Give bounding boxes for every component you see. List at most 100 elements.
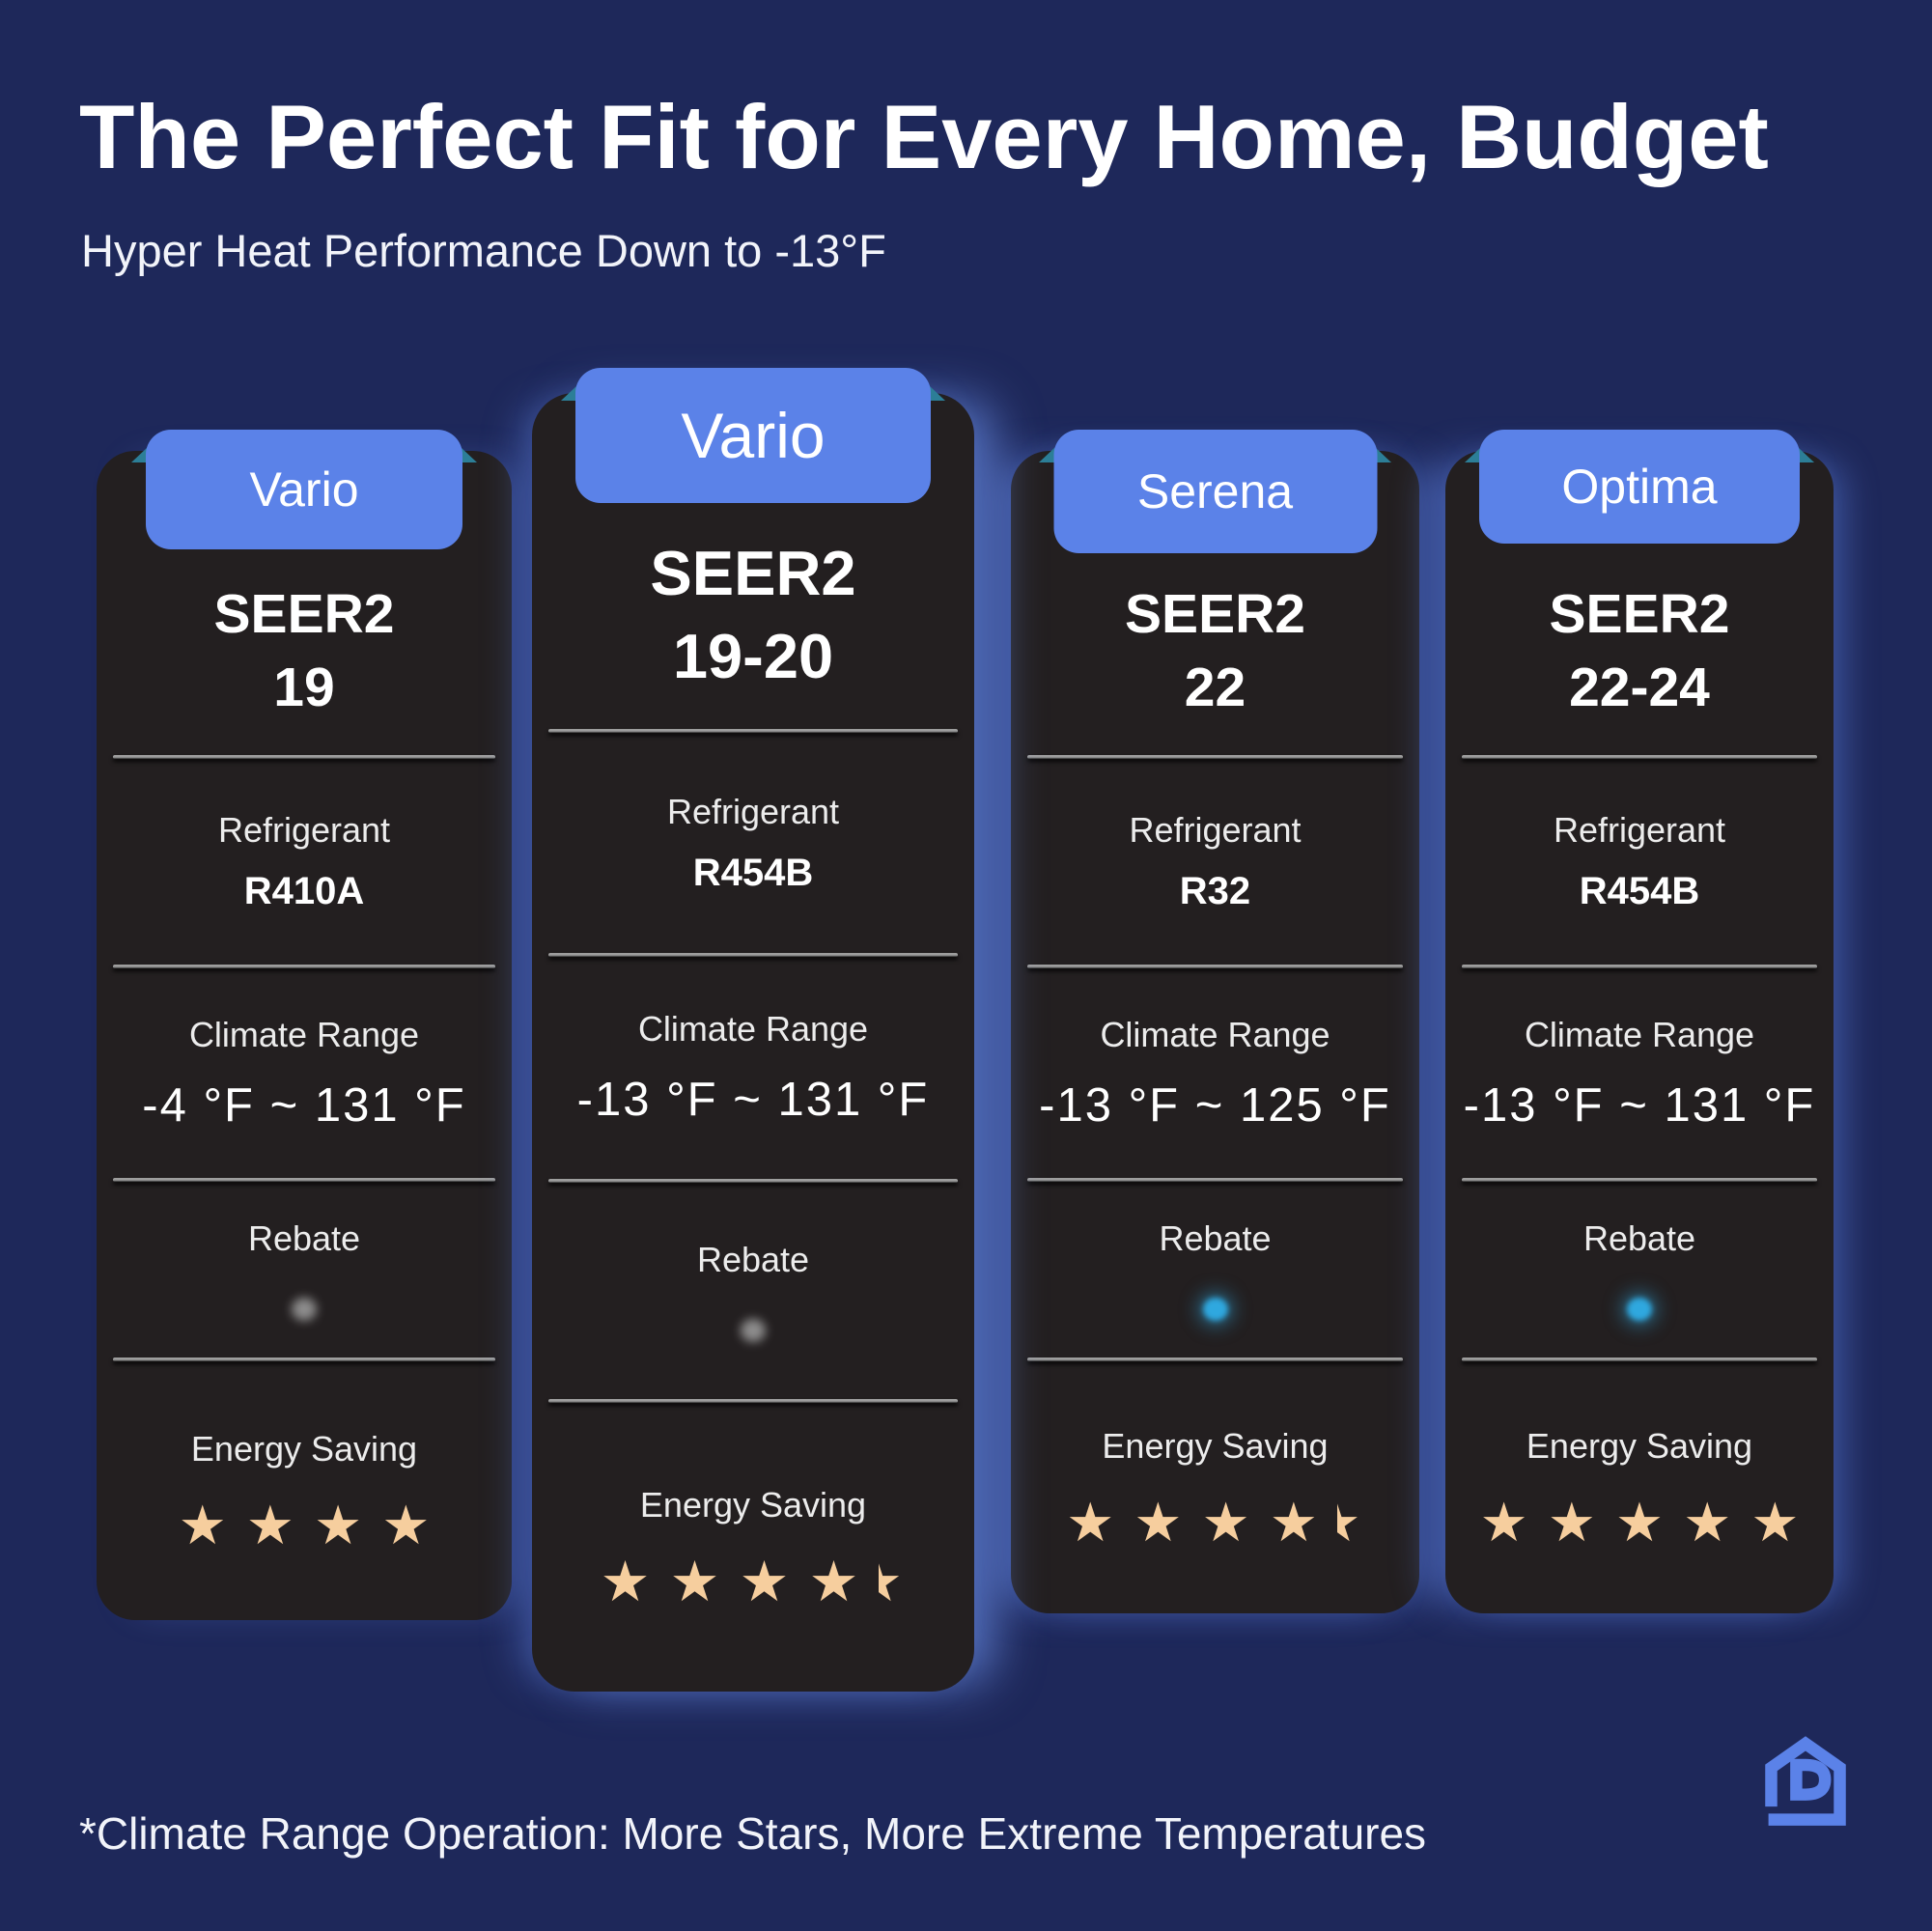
refrigerant-label: Refrigerant [217,810,391,850]
half-star-icon: ★ [879,1554,907,1610]
rebate-section: Rebate [1445,1182,1834,1357]
climate-label: Climate Range [637,1009,869,1049]
divider [1462,965,1817,968]
climate-value: -13 °F ~ 125 °F [1039,1078,1391,1132]
seer-label: SEER2 [1125,583,1305,646]
seer-section: SEER2 22 [1011,451,1419,755]
star-icon: ★ [314,1495,363,1555]
energy-label: Energy Saving [190,1429,418,1469]
refrigerant-value: R454B [1579,870,1700,912]
card-body: SEER2 19-20 Refrigerant R454B Climate Ra… [532,393,974,1692]
star-icon: ★ [381,1495,431,1555]
climate-label: Climate Range [188,1014,420,1054]
seer-label: SEER2 [1549,583,1730,646]
product-card-serena: Serena SEER2 22 Refrigerant R32 Climate … [1011,430,1419,1613]
rebate-section: Rebate [1011,1182,1419,1357]
product-card-optima: Optima SEER2 22-24 Refrigerant R454B Cli… [1445,430,1834,1613]
product-badge: Vario [146,430,462,549]
rebate-dot [741,1319,766,1342]
product-card-vario-featured: Vario SEER2 19-20 Refrigerant R454B Clim… [532,368,974,1692]
refrigerant-section: Refrigerant R410A [97,759,512,965]
seer-section: SEER2 19-20 [532,393,974,729]
energy-label: Energy Saving [1102,1425,1329,1466]
refrigerant-value: R32 [1179,870,1251,912]
climate-section: Climate Range -13 °F ~ 131 °F [1445,968,1834,1178]
refrigerant-label: Refrigerant [666,791,840,831]
star-icon: ★ [600,1550,651,1613]
seer-value: 22 [1184,656,1246,718]
divider [548,1179,958,1183]
energy-section: Energy Saving ★ ★ ★ ★ ★ [532,1403,974,1692]
divider [1462,1357,1817,1361]
star-icon: ★ [1614,1491,1665,1553]
refrigerant-section: Refrigerant R32 [1011,759,1419,965]
climate-range-footnote: *Climate Range Operation: More Stars, Mo… [79,1808,1427,1859]
star-icon: ★ [1479,1491,1528,1553]
divider [113,755,495,759]
star-icon: ★ [808,1550,859,1613]
card-body: SEER2 22-24 Refrigerant R454B Climate Ra… [1445,451,1834,1613]
energy-section: Energy Saving ★ ★ ★ ★ ★ [1011,1361,1419,1613]
refrigerant-label: Refrigerant [1553,810,1726,850]
climate-section: Climate Range -13 °F ~ 131 °F [532,957,974,1179]
star-icon: ★ [1547,1491,1596,1553]
seer-value: 19 [273,656,335,718]
star-icon: ★ [1134,1491,1183,1553]
climate-value: -13 °F ~ 131 °F [1463,1078,1816,1132]
star-icon: ★ [739,1550,790,1613]
refrigerant-value: R454B [692,851,814,894]
card-body: SEER2 19 Refrigerant R410A Climate Range… [97,451,512,1620]
energy-star-rating: ★ ★ ★ ★ ★ [1470,1491,1808,1553]
energy-star-rating: ★ ★ ★ ★ ★ [1056,1491,1374,1553]
divider [548,1399,958,1403]
divider [1462,1178,1817,1182]
product-badge: Optima [1479,430,1800,544]
house-d-brand-logo [1765,1736,1846,1826]
star-icon: ★ [178,1495,227,1555]
climate-section: Climate Range -4 °F ~ 131 °F [97,968,512,1178]
seer-value: 22-24 [1569,656,1710,718]
divider [1462,755,1817,759]
climate-section: Climate Range -13 °F ~ 125 °F [1011,968,1419,1178]
card-body: SEER2 22 Refrigerant R32 Climate Range -… [1011,451,1419,1613]
climate-value: -13 °F ~ 131 °F [576,1074,930,1126]
climate-value: -4 °F ~ 131 °F [142,1078,466,1132]
refrigerant-value: R410A [243,870,365,912]
page-title: The Perfect Fit for Every Home, Budget [79,86,1769,187]
refrigerant-label: Refrigerant [1129,810,1302,850]
product-badge: Serena [1053,430,1377,553]
star-icon: ★ [1201,1491,1250,1553]
divider [113,1178,495,1182]
divider [548,729,958,733]
seer-label: SEER2 [650,538,856,609]
energy-star-rating: ★ ★ ★ ★ ★ [591,1550,916,1613]
divider [1027,1178,1403,1182]
rebate-section: Rebate [97,1182,512,1357]
energy-label: Energy Saving [639,1484,867,1525]
rebate-label: Rebate [247,1218,361,1258]
seer-section: SEER2 22-24 [1445,451,1834,755]
refrigerant-section: Refrigerant R454B [1445,759,1834,965]
energy-section: Energy Saving ★ ★ ★ ★ ★ [1445,1361,1834,1613]
climate-label: Climate Range [1524,1014,1755,1054]
energy-label: Energy Saving [1526,1425,1753,1466]
rebate-label: Rebate [1582,1218,1696,1258]
climate-label: Climate Range [1100,1014,1330,1054]
star-icon: ★ [1269,1491,1318,1553]
divider [1027,1357,1403,1361]
product-badge: Vario [575,368,931,503]
divider [113,1357,495,1361]
seer-label: SEER2 [213,583,395,646]
star-icon: ★ [245,1495,294,1555]
divider [113,965,495,968]
refrigerant-section: Refrigerant R454B [532,733,974,953]
rebate-label: Rebate [1159,1218,1272,1258]
page-subtitle: Hyper Heat Performance Down to -13°F [81,225,886,276]
rebate-dot [1202,1298,1228,1321]
rebate-section: Rebate [532,1183,974,1399]
seer-value: 19-20 [672,621,834,691]
seer-section: SEER2 19 [97,451,512,755]
energy-star-rating: ★ ★ ★ ★ [169,1498,440,1553]
star-icon: ★ [669,1550,720,1613]
